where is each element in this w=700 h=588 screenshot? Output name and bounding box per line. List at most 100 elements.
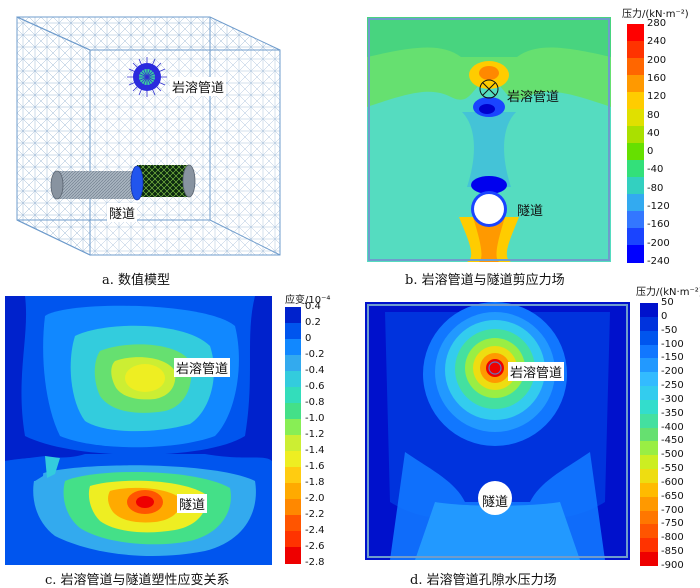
colorbar-swatch xyxy=(640,372,658,387)
panel-d-karst-label: 岩溶管道 xyxy=(508,362,565,381)
colorbar-tick-label: -120 xyxy=(647,201,670,213)
colorbar-tick-label: -150 xyxy=(661,352,684,364)
colorbar-swatch xyxy=(640,455,658,470)
colorbar-swatch xyxy=(627,177,644,195)
colorbar-swatch xyxy=(627,228,644,246)
colorbar-swatch xyxy=(285,467,301,484)
colorbar-swatch xyxy=(627,194,644,212)
colorbar-swatch xyxy=(627,75,644,93)
colorbar-swatch xyxy=(640,330,658,345)
colorbar-tick-label: 120 xyxy=(647,91,667,103)
colorbar-swatch xyxy=(285,435,301,452)
panel-b-karst-label: 岩溶管道 xyxy=(507,90,560,105)
panel-c-tunnel-label: 隧道 xyxy=(177,494,208,513)
colorbar-swatch xyxy=(640,524,658,539)
colorbar-tick-label: -40 xyxy=(647,164,664,176)
colorbar-tick-label: -500 xyxy=(661,449,684,461)
colorbar-swatch xyxy=(640,316,658,332)
tunnel-mesh xyxy=(50,164,196,201)
shear-stress-contour xyxy=(367,17,611,262)
colorbar-swatch xyxy=(285,547,301,564)
panel-d xyxy=(365,302,630,560)
panel-a xyxy=(5,5,285,260)
colorbar-swatch xyxy=(640,427,658,442)
colorbar-swatch xyxy=(285,499,301,516)
colorbar-tick-label: -700 xyxy=(661,504,684,516)
colorbar-swatch xyxy=(640,399,658,415)
plastic-strain-contour xyxy=(5,296,272,565)
colorbar-tick-label: -850 xyxy=(661,546,684,558)
colorbar-swatch xyxy=(627,211,644,229)
colorbar-swatch xyxy=(285,451,301,468)
colorbar-swatch xyxy=(285,483,301,500)
colorbar-swatch xyxy=(640,552,658,567)
colorbar-tick-label: -0.4 xyxy=(305,365,325,376)
colorbar-tick-label: -2.0 xyxy=(305,493,325,504)
panel-b-tunnel-label: 隧道 xyxy=(517,204,544,219)
colorbar-tick-label: -550 xyxy=(661,463,684,475)
colorbar-tick-label: -2.4 xyxy=(305,525,325,536)
panel-d-colorbar-title: 压力/(kN·m⁻²) xyxy=(636,287,700,298)
panel-a-tunnel-label: 隧道 xyxy=(107,203,138,222)
colorbar-swatch xyxy=(285,531,301,548)
colorbar-swatch xyxy=(640,358,658,373)
colorbar-swatch xyxy=(285,419,301,436)
colorbar-swatch xyxy=(285,371,301,388)
panel-a-karst-label: 岩溶管道 xyxy=(170,77,227,96)
colorbar-tick-label: -200 xyxy=(661,366,684,378)
colorbar-swatch xyxy=(627,160,644,178)
colorbar-swatch xyxy=(627,126,644,144)
colorbar-tick-label: 0.4 xyxy=(305,301,321,312)
model-mesh xyxy=(16,16,281,256)
colorbar-tick-label: 0.2 xyxy=(305,317,321,328)
panel-c-karst-label: 岩溶管道 xyxy=(174,358,231,377)
colorbar-tick-label: -200 xyxy=(647,237,670,249)
colorbar-tick-label: -450 xyxy=(661,435,684,447)
colorbar-tick-label: -250 xyxy=(661,380,684,392)
panel-d-tunnel-label: 隧道 xyxy=(482,495,509,510)
pore-pressure-contour xyxy=(365,302,630,560)
colorbar-tick-label: -600 xyxy=(661,476,684,488)
colorbar-swatch xyxy=(627,41,644,59)
panel-c xyxy=(5,296,272,565)
colorbar-tick-label: -2.2 xyxy=(305,509,325,520)
colorbar-tick-label: -1.2 xyxy=(305,429,325,440)
colorbar-swatch xyxy=(640,413,658,429)
colorbar-swatch xyxy=(640,510,658,525)
colorbar-tick-label: 240 xyxy=(647,36,667,48)
colorbar-tick-label: -2.6 xyxy=(305,541,325,552)
colorbar-tick-label: -1.4 xyxy=(305,445,325,456)
colorbar-tick-label: 80 xyxy=(647,109,660,121)
colorbar-tick-label: -50 xyxy=(661,324,678,336)
panel-c-colorbar-title: 应变/10⁻⁴ xyxy=(285,295,331,306)
colorbar-swatch xyxy=(285,403,301,420)
colorbar-tick-label: 0 xyxy=(661,310,668,322)
colorbar-swatch xyxy=(627,58,644,76)
panel-d-colorbar xyxy=(640,303,658,567)
colorbar-tick-label: -240 xyxy=(647,256,670,267)
colorbar-tick-label: 200 xyxy=(647,54,667,66)
colorbar-tick-label: -800 xyxy=(661,532,684,544)
colorbar-swatch xyxy=(640,441,658,456)
colorbar-tick-label: 0 xyxy=(647,146,654,158)
colorbar-swatch xyxy=(640,482,658,498)
colorbar-tick-label: -80 xyxy=(647,182,664,194)
colorbar-swatch xyxy=(640,386,658,401)
colorbar-tick-label: 50 xyxy=(661,297,674,308)
colorbar-swatch xyxy=(640,469,658,484)
panel-b-colorbar-title: 压力/(kN·m⁻²) xyxy=(622,9,689,20)
colorbar-tick-label: -650 xyxy=(661,490,684,502)
colorbar-swatch xyxy=(285,323,301,340)
colorbar-swatch xyxy=(640,303,658,318)
colorbar-swatch xyxy=(285,387,301,404)
panel-b xyxy=(367,17,611,262)
colorbar-swatch xyxy=(285,339,301,356)
panel-b-colorbar xyxy=(627,24,644,263)
colorbar-swatch xyxy=(285,307,301,324)
colorbar-swatch xyxy=(627,92,644,110)
panel-d-caption: d. 岩溶管道孔隙水压力场 xyxy=(410,573,557,588)
colorbar-tick-label: -1.6 xyxy=(305,461,325,472)
colorbar-swatch xyxy=(640,344,658,359)
colorbar-swatch xyxy=(285,355,301,372)
colorbar-tick-label: -0.8 xyxy=(305,397,325,408)
